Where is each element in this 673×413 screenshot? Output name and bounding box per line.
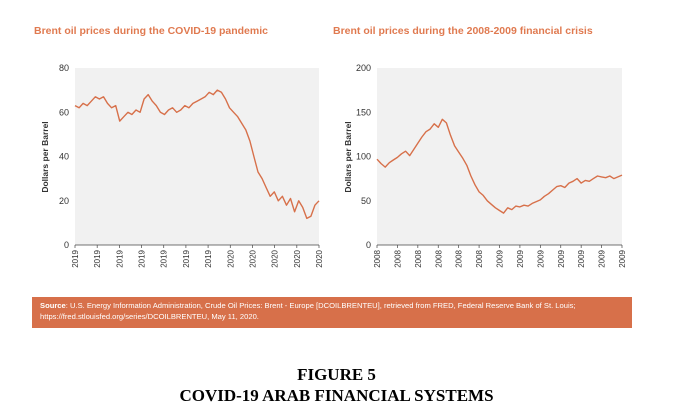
chart2-x-tick-label: 2008 — [455, 249, 464, 267]
chart2-title: Brent oil prices during the 2008-2009 fi… — [333, 25, 593, 37]
chart2-y-axis-label: Dollars per Barrel — [343, 121, 353, 192]
source-note: Source: U.S. Energy Information Administ… — [32, 297, 632, 328]
chart1-x-tick-label: 2020 — [271, 249, 280, 267]
chart1-x-tick-label: 2020 — [293, 249, 302, 267]
chart1-x-tick-label: 2020 — [315, 249, 324, 267]
chart2-x-ticks: 2008 2008 2008 2008 2008 2008 2009 2009 2009 2009… — [373, 245, 627, 268]
chart1-x-tick-label: 2019 — [71, 249, 80, 267]
chart1-y-axis-label: Dollars per Barrel — [40, 121, 50, 192]
source-text: : U.S. Energy Information Administration… — [65, 301, 576, 310]
chart2-y-tick-label: 150 — [356, 107, 371, 117]
chart2-price-line — [376, 118, 623, 214]
chart1-x-tick-label: 2019 — [115, 249, 124, 267]
chart1-x-ticks: 2019 2019 2019 2019 2019 2019 2019 2020 2020 2020… — [71, 245, 324, 268]
chart2-y-tick-label: 100 — [356, 152, 371, 162]
chart2-y-tick-label: 50 — [361, 196, 371, 206]
figure-number: FIGURE 5 — [297, 365, 376, 384]
chart2-x-tick-label: 2008 — [414, 249, 423, 267]
chart2-x-tick-label: 2009 — [557, 249, 566, 267]
chart1-price-line — [74, 89, 320, 220]
chart2-plot-background — [377, 68, 622, 245]
chart1-x-tick-label: 2019 — [160, 249, 169, 267]
chart2-x-tick-label: 2008 — [373, 249, 382, 267]
chart2-x-tick-label: 2009 — [516, 249, 525, 267]
chart2-x-tick-label: 2009 — [536, 249, 545, 267]
chart1-y-tick-label: 0 — [64, 240, 69, 250]
chart1-y-tick-label: 60 — [59, 107, 69, 117]
source-label: Source — [40, 301, 66, 310]
chart1-x-tick-label: 2020 — [226, 249, 235, 267]
chart1-x-tick-label: 2019 — [93, 249, 102, 267]
chart1-title: Brent oil prices during the COVID-19 pan… — [34, 25, 268, 37]
chart1-y-tick-label: 20 — [59, 196, 69, 206]
chart2-x-tick-label: 2008 — [393, 249, 402, 267]
figure-title: COVID-19 ARAB FINANCIAL SYSTEMS — [179, 386, 494, 405]
chart1-x-tick-label: 2019 — [204, 249, 213, 267]
chart2-x-tick-label: 2009 — [598, 249, 607, 267]
chart1-series — [74, 89, 320, 220]
chart2-x-tick-label: 2008 — [434, 249, 443, 267]
chart2-y-tick-label: 0 — [366, 240, 371, 250]
chart2-x-tick-label: 2009 — [577, 249, 586, 267]
chart2-x-tick-label: 2009 — [496, 249, 505, 267]
chart2-series — [376, 118, 623, 214]
chart2-x-tick-label: 2008 — [475, 249, 484, 267]
chart1-y-tick-label: 80 — [59, 63, 69, 73]
chart2-y-tick-label: 200 — [356, 63, 371, 73]
chart1-x-tick-label: 2019 — [182, 249, 191, 267]
chart1-plot-background — [75, 68, 319, 245]
chart2-y-ticks: 0 50 100 150 200 — [356, 63, 371, 250]
chart1-y-tick-label: 40 — [59, 152, 69, 162]
chart1-x-tick-label: 2019 — [138, 249, 147, 267]
chart1-x-tick-label: 2020 — [248, 249, 257, 267]
charts-area: Brent oil prices during the COVID-19 pan… — [34, 25, 627, 268]
chart1-y-ticks: 0 20 40 60 80 — [59, 63, 69, 250]
source-line-1: Source: U.S. Energy Information Administ… — [40, 300, 624, 311]
chart2-x-tick-label: 2009 — [618, 249, 627, 267]
source-line-2: https://fred.stlouisfed.org/series/DCOIL… — [40, 312, 259, 321]
